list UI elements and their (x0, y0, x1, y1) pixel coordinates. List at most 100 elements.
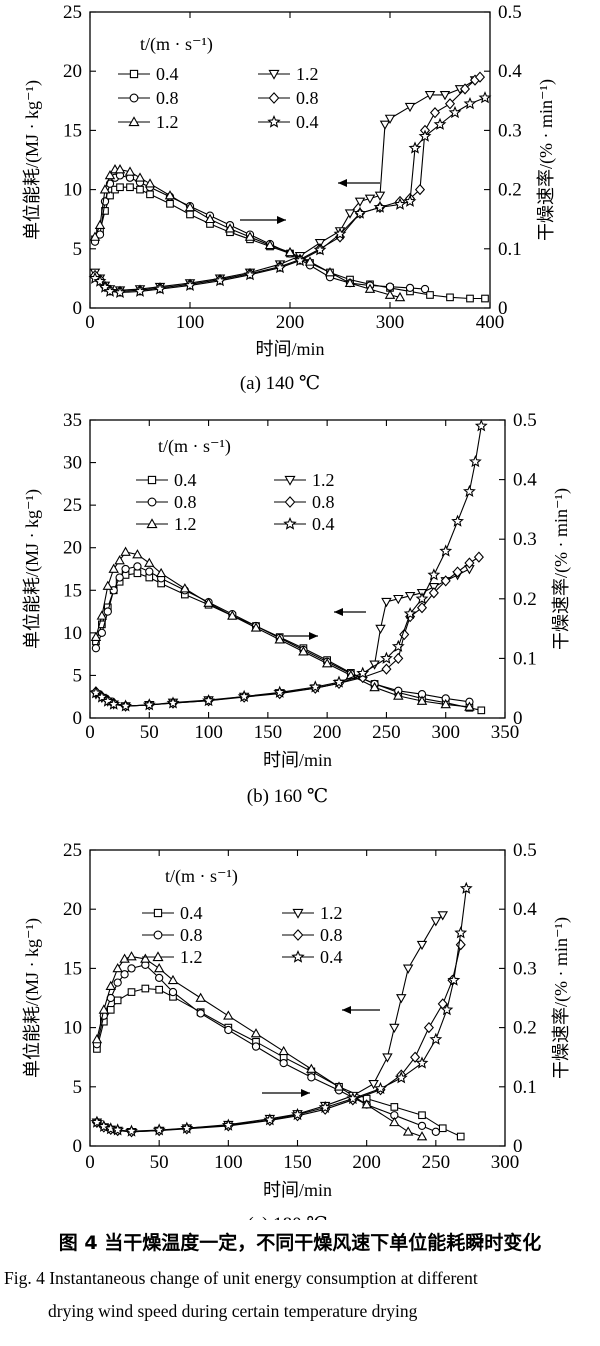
data-point (108, 563, 119, 573)
data-point (168, 987, 178, 997)
data-point (344, 209, 356, 219)
caption-en-line1: Fig. 4 Instantaneous change of unit ener… (4, 1268, 478, 1288)
data-point (464, 701, 475, 711)
data-point (440, 698, 451, 709)
data-point (473, 551, 484, 563)
y-right-tick-label: 0.4 (513, 470, 537, 491)
data-point (404, 591, 416, 602)
data-point (93, 274, 107, 287)
series-triangle-up-1_2 (89, 164, 406, 302)
legend-marker-triangle-down (292, 908, 304, 919)
data-point (389, 1116, 400, 1127)
legend-label: 1.2 (174, 514, 197, 534)
legend-marker-square (153, 908, 163, 918)
data-point (224, 1025, 233, 1035)
y-left-tick-label: 10 (63, 623, 82, 644)
legend-label: 0.8 (180, 925, 203, 945)
data-point (114, 555, 125, 565)
arrow-to-left-axis-head (334, 608, 343, 616)
arrow-to-right-axis-head (301, 1089, 310, 1097)
data-point (99, 184, 111, 194)
data-point (321, 658, 333, 668)
data-point (155, 973, 164, 983)
y-right-tick-label: 0.4 (513, 899, 537, 920)
data-point (344, 277, 356, 287)
x-tick-label: 250 (422, 1152, 451, 1173)
data-point (179, 583, 191, 593)
y-left-tick-label: 5 (73, 1077, 83, 1098)
legend-marker-circle (153, 930, 163, 940)
x-tick-label: 0 (85, 722, 95, 743)
data-point (263, 1113, 277, 1126)
data-point (304, 256, 316, 266)
data-point (324, 267, 336, 277)
legend: t/(m · s⁻¹)0.4 1.20.8 0.81.2 0.4 (136, 436, 335, 534)
series-triangle-up-1_2 (90, 546, 475, 711)
data-point (142, 698, 156, 711)
plot-frame (89, 849, 506, 1147)
data-point (107, 697, 121, 710)
data-point (133, 569, 142, 578)
x-tick-label: 350 (491, 722, 520, 743)
data-point (447, 973, 461, 986)
legend-label: 1.2 (320, 903, 343, 923)
data-point (427, 568, 441, 581)
y-left-tick-label: 0 (73, 1136, 83, 1157)
y-right-axis-label: 干燥速率/(% · min⁻¹) (551, 488, 572, 650)
data-point (440, 1003, 454, 1016)
data-point (120, 546, 131, 556)
data-point (273, 685, 287, 698)
x-tick-label: 150 (283, 1152, 312, 1173)
y-left-axis-label: 单位能耗/(MJ · kg⁻¹) (22, 80, 43, 240)
data-point (459, 881, 473, 894)
data-point (416, 695, 428, 705)
data-point (94, 219, 106, 229)
data-point (308, 680, 322, 693)
data-point (369, 681, 380, 692)
data-point (384, 289, 396, 299)
data-point (385, 282, 395, 291)
data-point (155, 567, 167, 578)
figure-caption-chinese: 图 4 当干燥温度一定，不同干燥风速下单位能耗瞬时变化 (58, 1232, 542, 1254)
data-point (405, 283, 415, 293)
data-point (396, 994, 407, 1004)
x-tick-label: 400 (476, 312, 505, 333)
data-point (274, 634, 285, 644)
arrow-to-left-axis-head (342, 1006, 351, 1014)
data-point (126, 951, 137, 961)
y-left-tick-label: 15 (63, 958, 82, 979)
data-point (144, 557, 155, 567)
series-square-0_4 (91, 183, 489, 303)
data-point (408, 141, 422, 154)
data-point (375, 624, 386, 635)
series-line (95, 565, 470, 703)
data-point (96, 610, 108, 620)
data-point (463, 97, 477, 110)
data-point (250, 622, 262, 632)
legend-marker-circle (147, 497, 157, 507)
data-point (438, 1124, 447, 1133)
data-point (166, 199, 174, 208)
data-point (474, 71, 486, 83)
y-right-tick-label: 0.4 (498, 61, 522, 82)
series-line (96, 987, 461, 1137)
y-right-tick-label: 0 (513, 708, 523, 729)
data-point (415, 592, 429, 605)
data-point (127, 988, 136, 996)
y-right-tick-label: 0.1 (513, 1077, 537, 1098)
data-point (389, 1023, 400, 1034)
legend-header: t/(m · s⁻¹) (158, 436, 231, 457)
data-point (103, 607, 112, 616)
data-point (318, 1100, 332, 1113)
data-point (420, 284, 430, 294)
data-point (415, 1056, 429, 1069)
data-point (418, 129, 432, 142)
x-tick-label: 300 (376, 312, 405, 333)
data-point (264, 239, 276, 250)
data-point (439, 91, 451, 101)
data-point (417, 1121, 427, 1131)
legend-marker-circle (129, 93, 139, 103)
data-point (112, 962, 123, 973)
x-axis-label: 时间/min (255, 339, 324, 359)
y-right-tick-label: 0.1 (498, 239, 522, 260)
